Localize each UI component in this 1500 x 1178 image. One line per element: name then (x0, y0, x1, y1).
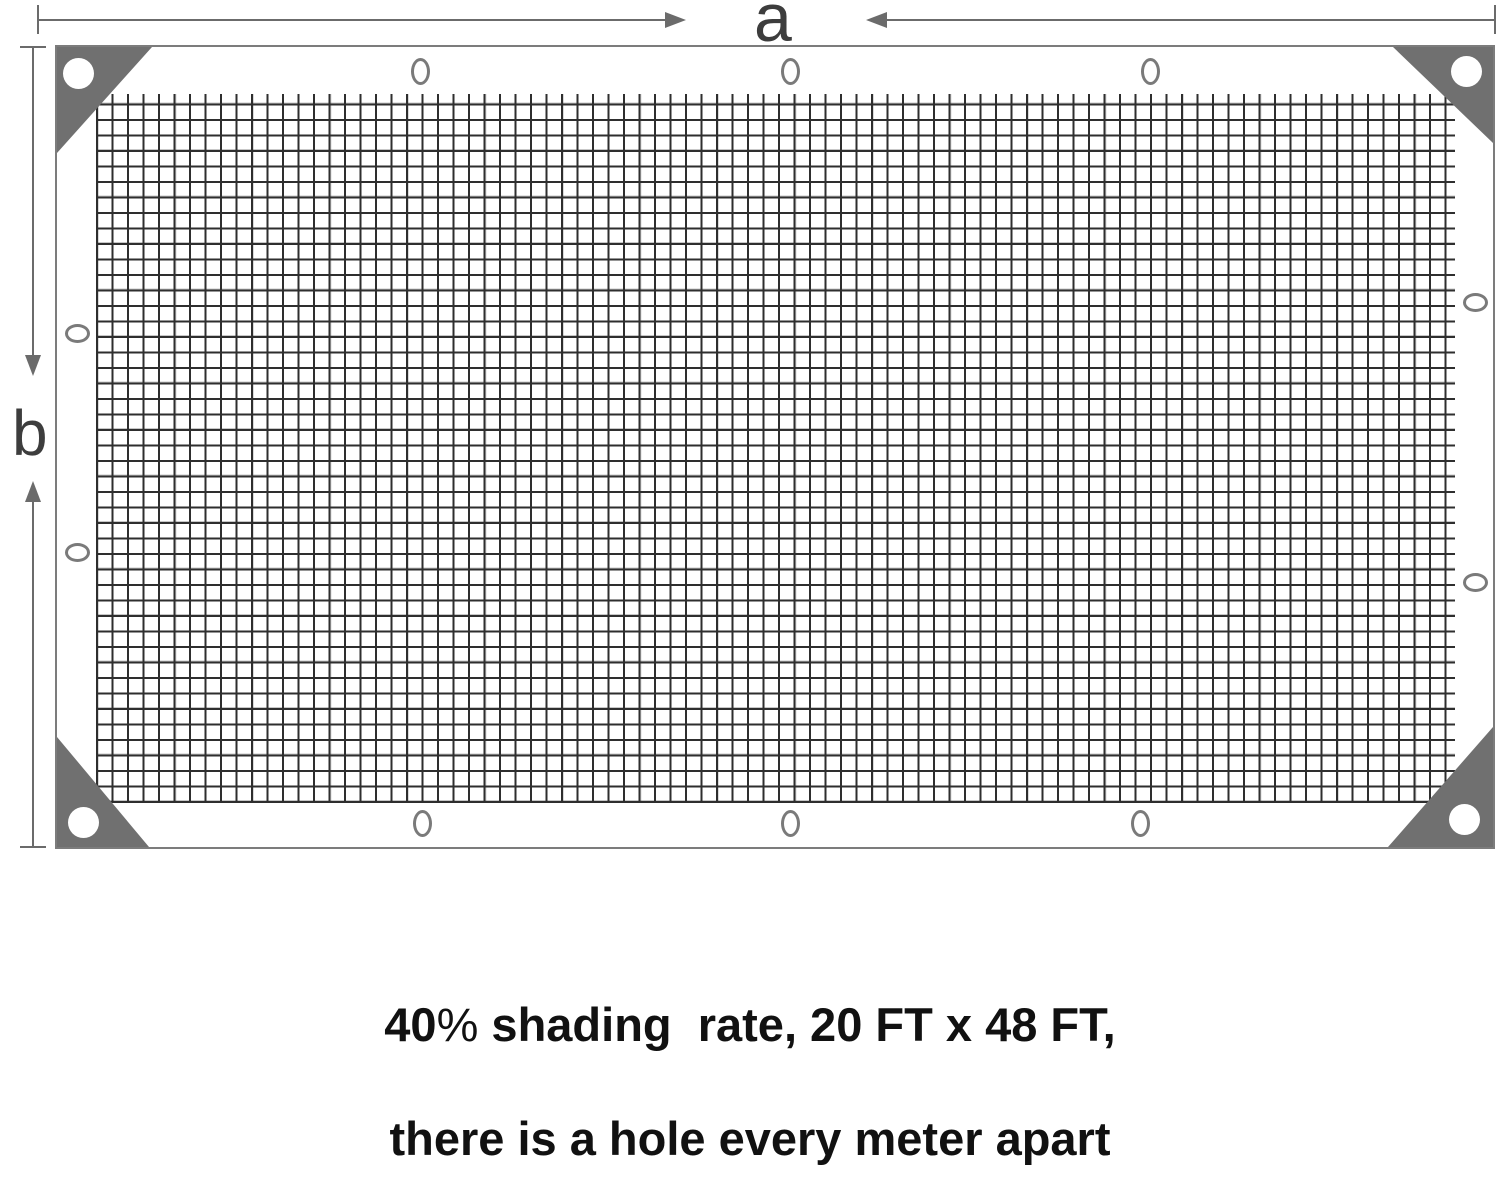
caption-line-1-text: shading rate, 20 FT x 48 FT, (478, 998, 1116, 1051)
corner-grommet-hole (1449, 804, 1480, 835)
dimension-b-top-line (32, 47, 34, 356)
grommet-hole (64, 542, 90, 562)
caption-line-2: there is a hole every meter apart (389, 1112, 1111, 1165)
caption-line-1: 40% shading rate, 20 FT x 48 FT, (0, 986, 1500, 1064)
corner-grommet-hole (68, 807, 99, 838)
grommet-hole (1462, 292, 1488, 312)
corner-grommet-hole (1451, 56, 1482, 87)
corner-grommet-hole (63, 58, 94, 89)
dimension-a-right-line (886, 19, 1496, 21)
arrow-up-icon (25, 481, 41, 502)
dimension-a-right-tick (1494, 5, 1496, 34)
mesh-grid (96, 94, 1455, 803)
arrow-down-icon (25, 355, 41, 376)
grommet-hole (780, 57, 800, 85)
caption: 40% shading rate, 20 FT x 48 FT, there i… (0, 950, 1500, 1178)
shading-rate-number: 40 (384, 998, 437, 1051)
dimension-b-label: b (12, 397, 48, 469)
dimension-a-label: a (754, 0, 792, 56)
percent-sign: % (436, 998, 479, 1051)
grommet-hole (64, 323, 90, 343)
dimension-b-bottom-tick (20, 846, 46, 848)
grommet-hole (410, 57, 430, 85)
grommet-hole (412, 809, 432, 837)
grommet-hole (1130, 809, 1150, 837)
dimension-b-bottom-line (32, 501, 34, 847)
arrow-right-icon (665, 12, 686, 28)
grommet-hole (1140, 57, 1160, 85)
dimension-a-left-line (38, 19, 666, 21)
grommet-hole (780, 809, 800, 837)
arrow-left-icon (866, 12, 887, 28)
grommet-hole (1462, 572, 1488, 592)
